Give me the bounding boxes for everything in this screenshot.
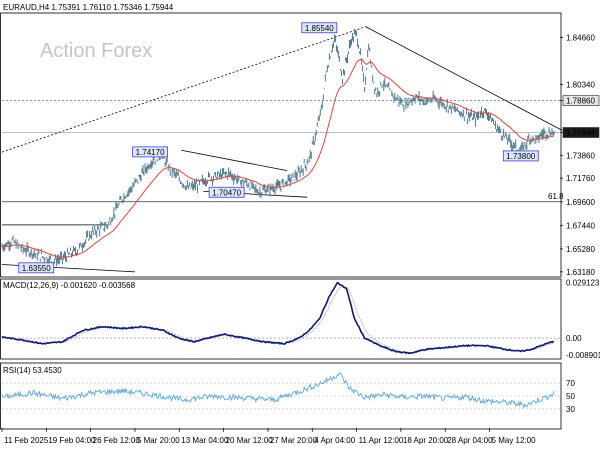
macd-panel-header: MACD(12,26,9) -0.001620 -0.003568	[3, 281, 136, 290]
x-tick-label: 27 Mar 20:00	[270, 436, 318, 445]
fib-level-label: 61.8	[548, 192, 564, 201]
price-tick-box	[562, 127, 600, 138]
price-tick-box	[562, 95, 600, 106]
price-label-text: 1.74170	[136, 148, 165, 157]
macd-tick-label: 0.029123	[566, 279, 600, 288]
rsi-tick-label: 30	[566, 405, 575, 414]
macd-tick-label: 0.00	[566, 334, 582, 343]
triangle-upper-line	[181, 149, 288, 172]
dotted-trendline	[1, 26, 366, 153]
rsi-line	[1, 372, 555, 409]
x-tick-label: 4 Apr 04:00	[314, 436, 355, 445]
rsi-tick-label: 70	[566, 379, 575, 388]
price-label-box	[132, 146, 168, 158]
x-tick-label: 28 Apr 04:00	[447, 436, 493, 445]
price-tick-label: 1.84660	[566, 33, 595, 42]
rsi-tick-label: 50	[566, 392, 575, 401]
price-tick-label: 1.63180	[566, 268, 595, 277]
x-tick-label: 11 Apr 12:00	[359, 436, 404, 445]
x-tick-label: 13 Mar 04:00	[181, 436, 229, 445]
price-tick-label: 1.67440	[566, 221, 595, 230]
x-tick-label: 11 Feb 2025	[4, 436, 49, 445]
price-label-text: 1.85540	[305, 24, 334, 33]
macd-tick-label: -0.008901	[566, 351, 600, 360]
price-tick-label: 1.69600	[566, 198, 595, 207]
x-tick-label: 20 Mar 12:00	[226, 436, 274, 445]
price-label-box	[301, 22, 338, 34]
price-tick-label: 1.73860	[566, 151, 595, 160]
macd-line	[1, 281, 555, 355]
moving-average-line	[1, 58, 555, 258]
price-label-box	[208, 186, 245, 198]
price-tick-label: 1.78860	[566, 97, 595, 106]
panel-frame-0	[0, 12, 562, 278]
x-tick-label: 19 Feb 04:00	[48, 436, 96, 445]
price-tick-label: 1.80340	[566, 81, 595, 90]
falling-trendline	[365, 26, 563, 131]
rsi-panel-header: RSI(14) 53.4530	[3, 366, 62, 375]
price-tick-label: 1.65280	[566, 245, 595, 254]
price-label-text: 1.63550	[22, 264, 51, 273]
x-tick-label: 18 Apr 20:00	[403, 436, 449, 445]
price-label-text: 1.70470	[212, 188, 241, 197]
x-tick-label: 5 May 12:00	[492, 436, 537, 445]
panel-frame-1	[0, 278, 562, 360]
rsi-panel	[1, 372, 560, 410]
price-tick-label: 1.71760	[566, 174, 595, 183]
price-label-box	[18, 262, 55, 274]
x-tick-label: 26 Feb 12:00	[93, 436, 141, 445]
price-panel: 61.8 1.85540 1.74170 1.70470 1.73800 1.63550	[1, 22, 564, 274]
price-label-text: 1.73800	[506, 152, 535, 161]
axes: 1.84660 1.80340 1.78860 1.75944 1.73860 1.717…	[0, 12, 600, 445]
macd-panel	[1, 281, 560, 355]
price-tick-label: 1.75944	[566, 129, 595, 138]
price-panel-header: EURAUD,H4 1.75391 1.76110 1.75346 1.7594…	[3, 3, 174, 12]
watermark-text: Action Forex	[40, 40, 152, 62]
price-label-box	[502, 150, 539, 162]
x-tick-label: 5 Mar 20:00	[137, 436, 180, 445]
panel-frame-2	[0, 362, 562, 430]
